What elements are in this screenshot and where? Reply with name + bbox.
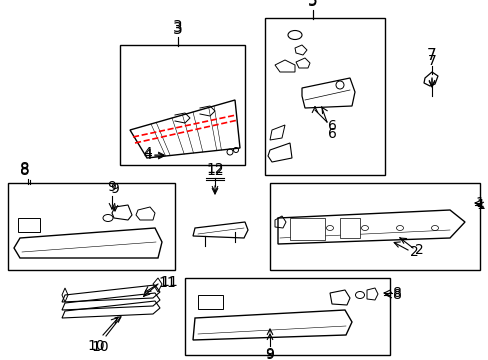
- Text: 7: 7: [427, 48, 436, 63]
- Text: 10: 10: [91, 340, 109, 354]
- Text: 8: 8: [392, 288, 401, 302]
- Text: 5: 5: [307, 0, 317, 9]
- Text: 12: 12: [206, 164, 224, 178]
- Bar: [339, 218, 359, 238]
- Text: 6: 6: [327, 119, 336, 133]
- Bar: [289, 218, 325, 240]
- Bar: [269, 183, 479, 270]
- Text: 2: 2: [414, 243, 423, 257]
- Text: 9: 9: [107, 180, 116, 194]
- Text: 4: 4: [142, 146, 151, 160]
- Bar: [184, 278, 389, 355]
- Text: 7: 7: [427, 54, 435, 68]
- Text: 9: 9: [110, 182, 119, 196]
- Bar: [18, 218, 40, 232]
- Text: 9: 9: [265, 347, 274, 360]
- Bar: [198, 295, 223, 309]
- Text: 2: 2: [409, 245, 418, 259]
- Bar: [8, 183, 175, 270]
- Bar: [120, 45, 244, 165]
- Bar: [264, 18, 384, 175]
- Text: 8: 8: [20, 162, 30, 177]
- Text: 1: 1: [474, 196, 483, 210]
- Text: 12: 12: [206, 162, 224, 176]
- Text: 11: 11: [160, 275, 177, 289]
- Text: 9: 9: [265, 348, 274, 360]
- Text: 3: 3: [173, 20, 183, 35]
- Text: 4: 4: [142, 148, 151, 162]
- Text: 11: 11: [158, 276, 175, 290]
- Text: 5: 5: [307, 0, 317, 8]
- Text: 10: 10: [87, 339, 104, 353]
- Text: 6: 6: [327, 127, 336, 141]
- Text: 8: 8: [392, 286, 401, 300]
- Text: 8: 8: [20, 163, 30, 178]
- Text: 3: 3: [173, 22, 183, 37]
- Text: 1: 1: [475, 198, 484, 212]
